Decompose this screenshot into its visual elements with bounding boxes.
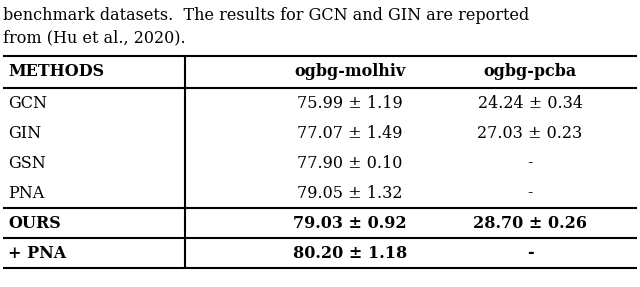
- Text: 79.05 ± 1.32: 79.05 ± 1.32: [297, 185, 403, 201]
- Text: ogbg-molhiv: ogbg-molhiv: [294, 63, 406, 80]
- Text: from (Hu et al., 2020).: from (Hu et al., 2020).: [3, 30, 186, 46]
- Text: GCN: GCN: [8, 94, 47, 112]
- Text: 28.70 ± 0.26: 28.70 ± 0.26: [473, 214, 587, 232]
- Text: -: -: [527, 245, 533, 261]
- Text: benchmark datasets.  The results for GCN and GIN are reported: benchmark datasets. The results for GCN …: [3, 7, 529, 24]
- Text: 27.03 ± 0.23: 27.03 ± 0.23: [477, 125, 582, 141]
- Text: 80.20 ± 1.18: 80.20 ± 1.18: [293, 245, 407, 261]
- Text: -: -: [527, 185, 532, 201]
- Text: 77.90 ± 0.10: 77.90 ± 0.10: [298, 154, 403, 172]
- Text: GSN: GSN: [8, 154, 45, 172]
- Text: 79.03 ± 0.92: 79.03 ± 0.92: [293, 214, 407, 232]
- Text: ogbg-pcba: ogbg-pcba: [483, 63, 577, 80]
- Text: + PNA: + PNA: [8, 245, 67, 261]
- Text: 24.24 ± 0.34: 24.24 ± 0.34: [477, 94, 582, 112]
- Text: GIN: GIN: [8, 125, 41, 141]
- Text: PNA: PNA: [8, 185, 44, 201]
- Text: -: -: [527, 154, 532, 172]
- Text: OURS: OURS: [8, 214, 61, 232]
- Text: 77.07 ± 1.49: 77.07 ± 1.49: [297, 125, 403, 141]
- Text: 75.99 ± 1.19: 75.99 ± 1.19: [297, 94, 403, 112]
- Text: METHODS: METHODS: [8, 63, 104, 80]
